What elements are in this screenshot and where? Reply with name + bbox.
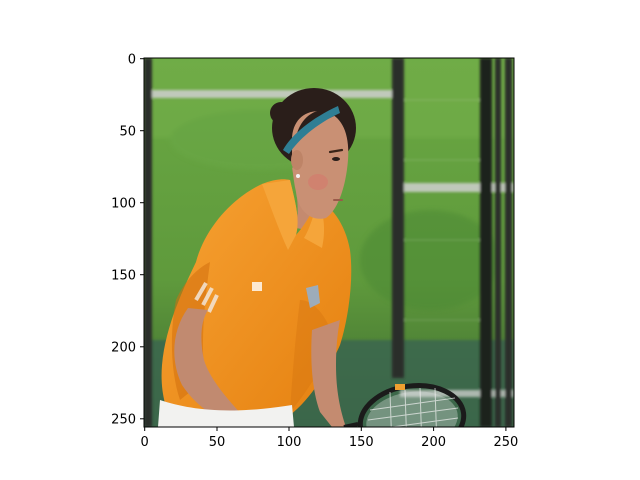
x-tick-label: 200	[421, 435, 446, 450]
y-tick-label: 150	[111, 269, 136, 284]
y-axis: 0 50 100 150 200 250	[111, 53, 144, 428]
player-head	[270, 88, 356, 219]
y-tick-label: 0	[128, 53, 136, 68]
x-axis: 0 50 100 150 200 250	[141, 427, 518, 450]
x-tick-label: 100	[277, 435, 302, 450]
tennis-player	[158, 168, 352, 427]
fence	[144, 58, 514, 427]
x-tick-label: 50	[209, 435, 226, 450]
plot-frame	[143, 57, 515, 428]
orange-shirt	[161, 179, 352, 427]
headband	[283, 106, 340, 154]
x-tick-label: 0	[141, 435, 149, 450]
photo-image	[144, 58, 514, 427]
y-tick-label: 50	[119, 125, 136, 140]
y-tick-label: 200	[111, 341, 136, 356]
x-tick-label: 250	[493, 435, 518, 450]
tennis-racket	[343, 383, 467, 427]
x-tick-label: 150	[349, 435, 374, 450]
y-tick-label: 250	[111, 413, 136, 428]
y-tick-label: 100	[111, 197, 136, 212]
